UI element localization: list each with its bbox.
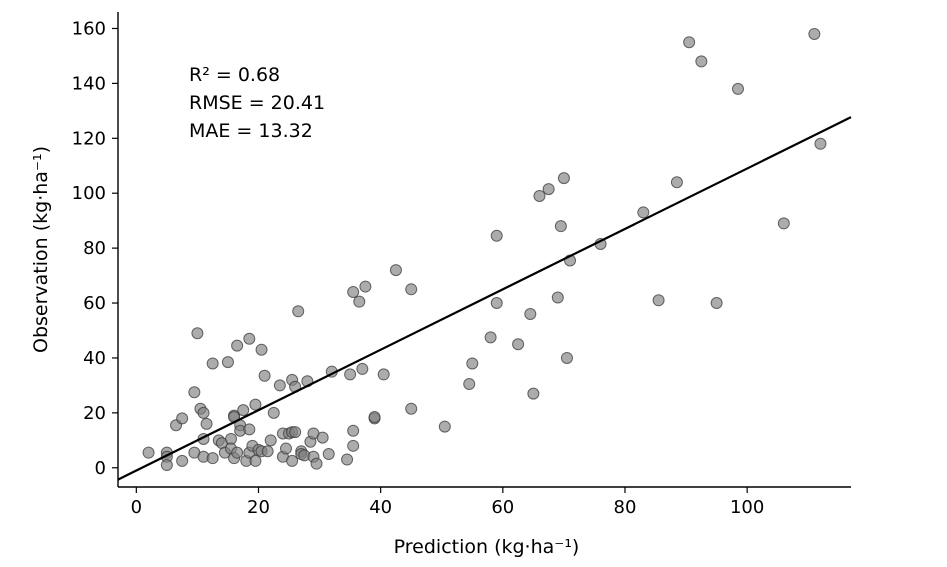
- data-point: [243, 332, 256, 345]
- data-point: [316, 431, 329, 444]
- data-point: [264, 434, 277, 447]
- data-point: [652, 294, 665, 307]
- r2-label: R² = 0.68: [189, 64, 280, 86]
- data-point: [377, 368, 390, 381]
- y-tick-label: 0: [95, 458, 106, 479]
- data-point: [710, 297, 723, 310]
- x-tick-label: 100: [730, 497, 764, 518]
- data-point: [197, 406, 210, 419]
- data-point: [237, 404, 250, 417]
- data-point: [389, 264, 402, 277]
- data-point: [206, 452, 219, 465]
- x-tick-label: 40: [369, 497, 392, 518]
- rmse-label: RMSE = 20.41: [189, 92, 325, 114]
- data-point: [249, 398, 262, 411]
- data-point: [347, 424, 360, 437]
- data-point: [463, 378, 476, 391]
- data-point: [191, 327, 204, 340]
- x-tick-label: 80: [614, 497, 637, 518]
- data-point: [176, 412, 189, 425]
- data-point: [292, 305, 305, 318]
- data-point: [695, 55, 708, 68]
- y-tick-label: 120: [72, 128, 106, 149]
- data-point: [289, 426, 302, 439]
- data-point: [261, 445, 274, 458]
- y-tick-label: 80: [83, 238, 106, 259]
- data-point: [347, 286, 360, 299]
- data-point: [533, 189, 546, 202]
- data-point: [554, 220, 567, 233]
- x-ticks-layer: 0 20 40 60 80 100: [131, 487, 764, 518]
- data-point: [286, 454, 299, 467]
- points-layer: [142, 27, 827, 472]
- data-point: [512, 338, 525, 351]
- data-point: [814, 137, 827, 150]
- data-point: [200, 417, 213, 430]
- x-axis-label: Prediction (kg·ha⁻¹): [394, 536, 580, 558]
- data-point: [405, 283, 418, 296]
- data-point: [160, 459, 173, 472]
- data-point: [557, 172, 570, 185]
- y-tick-label: 160: [72, 18, 106, 39]
- y-tick-label: 60: [83, 293, 106, 314]
- data-point: [438, 420, 451, 433]
- data-point: [188, 386, 201, 399]
- data-point: [310, 457, 323, 470]
- y-tick-label: 40: [83, 348, 106, 369]
- data-point: [243, 423, 256, 436]
- y-tick-label: 20: [83, 403, 106, 424]
- data-point: [347, 439, 360, 452]
- data-point: [279, 442, 292, 455]
- data-point: [490, 297, 503, 310]
- data-point: [551, 291, 564, 304]
- y-tick-label: 100: [72, 183, 106, 204]
- data-point: [255, 343, 268, 356]
- regression-line: [117, 116, 852, 481]
- mae-label: MAE = 13.32: [189, 120, 313, 142]
- data-point: [484, 331, 497, 344]
- data-point: [221, 356, 234, 369]
- stats-annotation: R² = 0.68 RMSE = 20.41 MAE = 13.32: [189, 64, 325, 142]
- data-point: [466, 357, 479, 370]
- data-point: [206, 357, 219, 370]
- data-point: [267, 406, 280, 419]
- data-point: [359, 280, 372, 293]
- data-point: [542, 183, 555, 196]
- data-point: [490, 229, 503, 242]
- data-point: [142, 446, 155, 459]
- data-point: [560, 351, 573, 364]
- data-point: [273, 379, 286, 392]
- data-point: [368, 410, 381, 423]
- data-point: [322, 448, 335, 461]
- x-tick-label: 0: [131, 497, 142, 518]
- data-point: [353, 295, 366, 308]
- y-axis-label: Observation (kg·ha⁻¹): [30, 146, 52, 353]
- data-point: [527, 387, 540, 400]
- data-point: [258, 369, 271, 382]
- data-point: [777, 217, 790, 230]
- data-point: [344, 368, 357, 381]
- data-point: [670, 176, 683, 189]
- data-point: [405, 402, 418, 415]
- x-tick-label: 20: [247, 497, 270, 518]
- y-ticks-layer: 0 20 40 60 80 100 120 140 160: [72, 18, 118, 479]
- fit-line-layer: [117, 116, 852, 481]
- data-point: [356, 362, 369, 375]
- data-point: [524, 308, 537, 321]
- data-point: [249, 454, 262, 467]
- data-point: [808, 27, 821, 40]
- data-point: [231, 339, 244, 352]
- x-tick-label: 60: [491, 497, 514, 518]
- data-point: [683, 36, 696, 49]
- y-tick-label: 140: [72, 73, 106, 94]
- data-point: [637, 206, 650, 219]
- data-point: [231, 446, 244, 459]
- data-point: [341, 453, 354, 466]
- data-point: [731, 82, 744, 95]
- data-point: [176, 454, 189, 467]
